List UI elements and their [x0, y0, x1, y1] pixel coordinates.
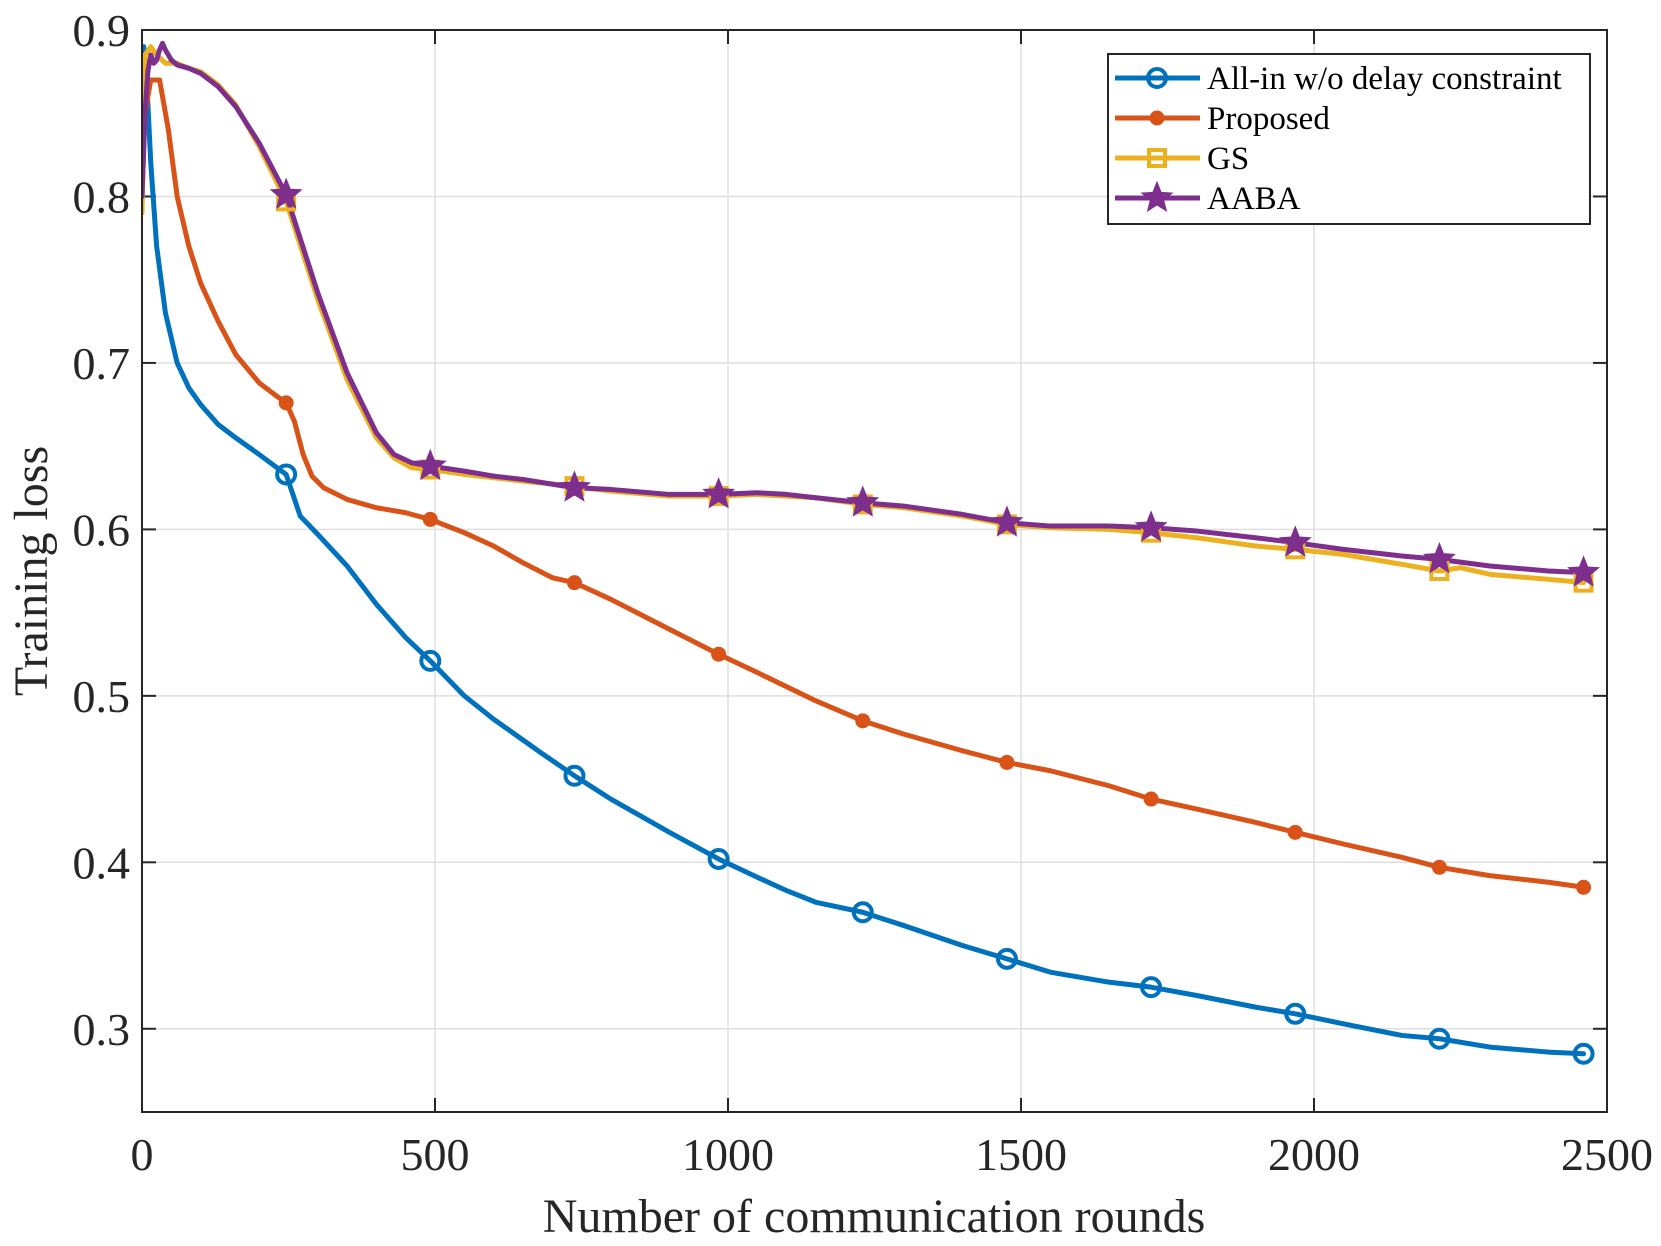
y-tick-label: 0.5 [73, 671, 131, 722]
series-line-0 [142, 44, 1587, 1057]
legend-label: GS [1207, 141, 1249, 177]
series-marker-0 [563, 764, 586, 787]
series-marker-3 [269, 177, 303, 209]
series-marker-0 [1428, 1027, 1451, 1050]
x-tick-label: 0 [131, 1129, 154, 1180]
x-tick-label: 1500 [975, 1129, 1067, 1180]
x-tick-label: 2000 [1268, 1129, 1360, 1180]
legend-swatch-marker [1149, 110, 1165, 126]
series-marker-1 [1143, 791, 1159, 807]
x-tick-label: 2500 [1561, 1129, 1653, 1180]
y-tick-label: 0.6 [73, 504, 131, 555]
series-marker-1 [1576, 879, 1592, 895]
series-marker-0 [995, 947, 1018, 970]
legend-swatch-marker [1147, 148, 1167, 168]
y-tick-label: 0.4 [73, 837, 131, 888]
series-marker-3 [990, 505, 1024, 537]
grid [141, 29, 1608, 1112]
markers-group [269, 177, 1601, 1065]
y-tick-label: 0.3 [73, 1004, 131, 1055]
series-line-1 [142, 77, 1587, 890]
x-axis-label: Number of communication rounds [543, 1190, 1206, 1243]
y-axis-ticks: 0.3 0.4 0.5 0.6 0.7 0.8 0.9 [73, 5, 1607, 1055]
series-marker-3 [1422, 541, 1456, 574]
legend-label: All-in w/o delay constraint [1207, 61, 1562, 97]
series-marker-1 [711, 646, 727, 662]
legend-label: AABA [1207, 181, 1301, 217]
series-marker-1 [855, 713, 871, 729]
series-marker-3 [413, 448, 447, 481]
series-marker-0 [707, 847, 730, 870]
plot-area-border [141, 29, 1608, 1113]
series-marker-3 [702, 477, 736, 509]
series-marker-1 [1287, 824, 1303, 840]
series-marker-0 [419, 649, 442, 672]
series-marker-3 [1134, 510, 1168, 542]
series-group [142, 40, 1587, 1057]
series-marker-1 [999, 754, 1015, 770]
y-axis-label: Training loss [5, 446, 58, 696]
series-marker-0 [851, 901, 874, 924]
y-tick-label: 0.7 [73, 338, 131, 389]
x-tick-label: 500 [401, 1129, 470, 1180]
legend-swatch-marker [1140, 180, 1174, 213]
series-line-3 [142, 40, 1587, 576]
series-marker-0 [1284, 1002, 1307, 1025]
legend[interactable]: All-in w/o delay constraint Proposed GS AAB… [1107, 53, 1591, 225]
series-marker-3 [1278, 525, 1312, 557]
x-tick-label: 1000 [682, 1129, 774, 1180]
series-marker-3 [557, 470, 591, 502]
series-marker-3 [846, 485, 880, 517]
legend-label: Proposed [1207, 101, 1330, 137]
series-marker-1 [1431, 859, 1447, 875]
series-marker-1 [422, 511, 438, 527]
legend-swatch-marker [1146, 67, 1168, 89]
series-marker-3 [1567, 555, 1601, 587]
y-tick-label: 0.9 [73, 5, 131, 56]
series-marker-1 [566, 575, 582, 591]
series-marker-0 [1140, 976, 1163, 999]
series-marker-0 [1572, 1042, 1595, 1065]
series-marker-1 [278, 395, 294, 411]
y-tick-label: 0.8 [73, 171, 131, 222]
series-marker-0 [275, 463, 298, 486]
x-axis-ticks: 0 500 1000 1500 2000 2500 [131, 30, 1653, 1180]
